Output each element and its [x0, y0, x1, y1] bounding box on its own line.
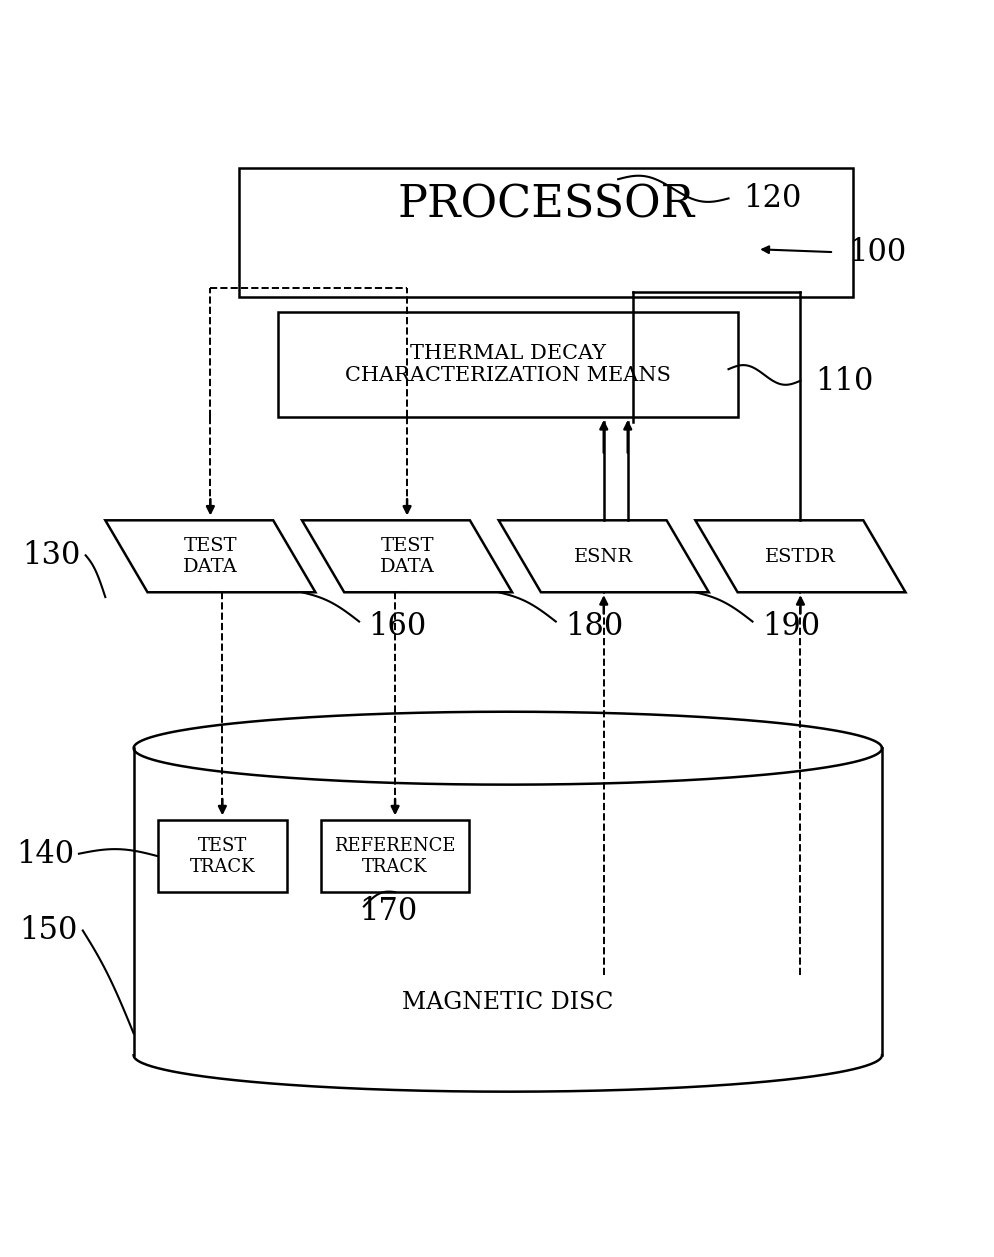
- Text: THERMAL DECAY
CHARACTERIZATION MEANS: THERMAL DECAY CHARACTERIZATION MEANS: [345, 344, 670, 385]
- Text: MAGNETIC DISC: MAGNETIC DISC: [402, 991, 613, 1014]
- Text: 190: 190: [761, 611, 820, 642]
- Text: 130: 130: [23, 541, 81, 571]
- Text: 100: 100: [848, 238, 907, 268]
- Bar: [239, 168, 853, 298]
- Bar: [277, 312, 738, 417]
- Text: 170: 170: [359, 896, 417, 926]
- Text: 150: 150: [20, 915, 78, 947]
- Text: 120: 120: [743, 184, 801, 214]
- Bar: [320, 821, 469, 892]
- Text: 110: 110: [814, 366, 873, 396]
- Text: 140: 140: [16, 838, 75, 870]
- Text: TEST
DATA: TEST DATA: [183, 537, 238, 576]
- Text: ESTDR: ESTDR: [764, 548, 836, 566]
- Text: ESNR: ESNR: [574, 548, 633, 566]
- Text: TEST
TRACK: TEST TRACK: [190, 837, 255, 876]
- Text: PROCESSOR: PROCESSOR: [398, 182, 695, 226]
- Text: 180: 180: [566, 611, 623, 642]
- Text: 160: 160: [369, 611, 426, 642]
- Bar: [157, 821, 287, 892]
- Text: TEST
DATA: TEST DATA: [380, 537, 434, 576]
- Text: REFERENCE
TRACK: REFERENCE TRACK: [334, 837, 455, 876]
